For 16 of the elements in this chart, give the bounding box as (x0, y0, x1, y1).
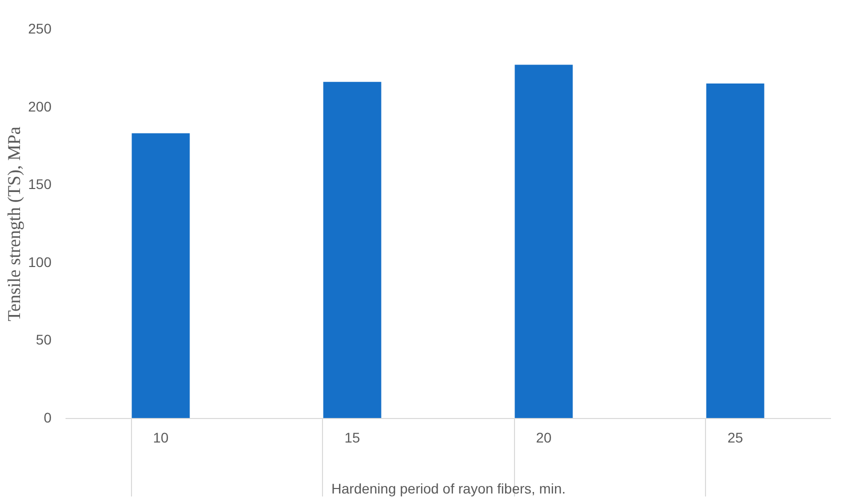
x-tick-label: 15 (344, 430, 360, 446)
y-tick-label: 0 (44, 410, 52, 426)
bar (706, 83, 764, 418)
x-tick-label: 10 (152, 430, 169, 446)
y-axis-title: Tensile strength (TS), MPa (4, 126, 24, 322)
y-tick-label: 200 (28, 98, 52, 114)
x-axis-title: Hardening period of rayon fibers, min. (331, 480, 566, 496)
bar (514, 64, 573, 418)
bar (132, 133, 190, 418)
bar (323, 82, 382, 418)
x-tick-label: 25 (727, 430, 744, 446)
y-tick-label: 250 (28, 20, 52, 36)
y-tick-label: 150 (28, 176, 52, 192)
x-tick-label: 20 (536, 430, 552, 446)
y-tick-label: 100 (28, 254, 52, 270)
y-tick-label: 50 (36, 332, 52, 348)
